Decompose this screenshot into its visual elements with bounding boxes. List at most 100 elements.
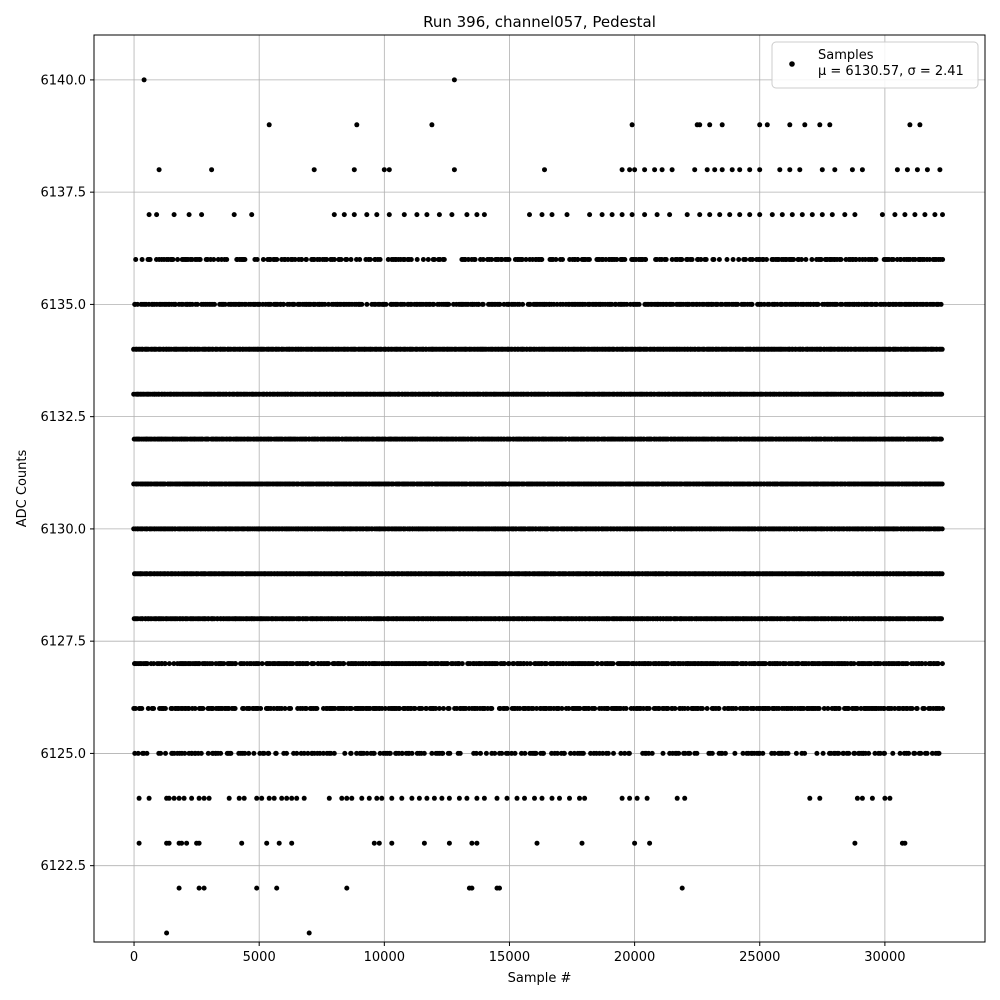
data-point	[939, 391, 945, 397]
data-point	[197, 257, 203, 262]
data-point	[938, 301, 944, 307]
data-point	[922, 212, 928, 218]
data-point	[133, 257, 139, 262]
data-point	[838, 257, 844, 262]
data-point	[281, 301, 286, 307]
data-point	[520, 301, 526, 307]
data-point	[749, 257, 755, 262]
data-point	[712, 167, 718, 173]
data-point	[326, 301, 331, 307]
data-point	[667, 212, 673, 218]
data-point	[627, 167, 633, 173]
data-point	[135, 301, 140, 307]
data-point	[326, 661, 332, 667]
data-point	[141, 77, 147, 83]
data-point	[654, 212, 660, 218]
data-point	[383, 301, 389, 307]
data-point	[357, 257, 363, 262]
data-point	[802, 122, 808, 128]
data-point	[819, 212, 825, 218]
data-point	[724, 257, 730, 262]
data-point	[769, 212, 775, 218]
data-point	[874, 301, 880, 307]
data-point	[764, 122, 770, 128]
data-point	[747, 167, 753, 173]
data-point	[614, 257, 620, 262]
data-point	[940, 257, 946, 262]
data-point	[451, 167, 457, 173]
data-point	[146, 212, 152, 218]
data-point	[643, 257, 649, 262]
data-point	[519, 257, 525, 262]
data-point	[852, 212, 858, 218]
data-point	[212, 301, 217, 307]
data-point	[414, 212, 420, 218]
data-point	[254, 257, 260, 262]
data-point	[842, 212, 848, 218]
data-point	[939, 571, 945, 577]
data-point	[917, 122, 923, 128]
data-point	[364, 301, 370, 307]
data-point	[937, 167, 943, 173]
data-point	[711, 257, 717, 262]
data-point	[311, 167, 317, 173]
chart-title: Run 396, channel057, Pedestal	[423, 13, 656, 31]
data-point	[381, 167, 387, 173]
data-point	[527, 212, 532, 218]
data-point	[727, 212, 733, 218]
data-point	[703, 257, 709, 262]
data-point	[549, 212, 555, 218]
data-point	[809, 212, 815, 218]
data-point	[890, 257, 896, 262]
data-point	[927, 257, 933, 262]
data-point	[819, 167, 825, 173]
data-point	[829, 212, 835, 218]
data-point	[797, 167, 803, 173]
data-point	[464, 212, 470, 218]
data-point	[779, 212, 785, 218]
data-point	[818, 257, 824, 262]
data-point	[348, 257, 354, 262]
data-point	[222, 301, 228, 307]
data-point	[832, 167, 838, 173]
data-point	[636, 301, 642, 307]
data-points	[131, 77, 946, 936]
data-point	[632, 167, 638, 173]
data-point	[684, 212, 690, 218]
data-point	[420, 257, 426, 262]
data-point	[374, 212, 380, 218]
data-point	[436, 212, 442, 218]
data-point	[859, 167, 865, 173]
data-point	[938, 436, 944, 442]
data-point	[489, 257, 495, 262]
data-point	[354, 122, 360, 128]
data-point	[719, 122, 725, 128]
data-point	[757, 167, 763, 173]
data-point	[629, 122, 635, 128]
data-point	[704, 167, 710, 173]
data-point	[523, 257, 529, 262]
data-point	[199, 212, 205, 218]
data-point	[359, 301, 365, 307]
data-point	[809, 257, 815, 262]
data-point	[260, 257, 266, 262]
data-point	[689, 257, 695, 262]
data-point	[560, 257, 565, 262]
data-point	[663, 257, 669, 262]
data-point	[624, 301, 630, 307]
data-point	[172, 301, 178, 307]
data-point	[907, 122, 913, 128]
data-point	[242, 257, 248, 262]
data-point	[386, 212, 392, 218]
data-point	[707, 122, 713, 128]
data-point	[586, 257, 592, 262]
data-point	[211, 257, 217, 262]
data-point	[351, 212, 357, 218]
data-point	[849, 167, 855, 173]
data-point	[291, 301, 297, 307]
data-point	[757, 122, 763, 128]
data-point	[777, 167, 783, 173]
data-point	[401, 301, 407, 307]
